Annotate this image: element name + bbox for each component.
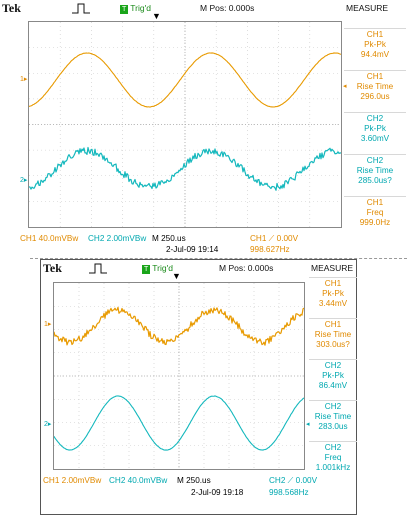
graticule-grid [54,283,304,469]
measurement-value: 86.4mV [318,381,348,390]
trigger-badge: T [142,265,151,274]
ch2-waveform [29,146,341,191]
measurement-ch: CH1 [366,198,384,207]
measurement-item[interactable]: CH1 Rise Time 296.0us [344,70,406,112]
measurement-panel: CH1 Pk-Pk 3.44mV CH1 Rise Time 303.0us? CH2 Pk-… [309,277,357,482]
ch1-scale: CH1 2.00mVBw [43,476,102,485]
measurement-ch: CH1 [366,30,384,39]
measurement-item[interactable]: CH2 Pk-Pk 3.60mV [344,112,406,154]
ch2-scale: CH2 40.0mVBw [109,476,168,485]
ch1-waveform [54,306,304,346]
divider [30,258,407,259]
run-state-icon [72,3,90,14]
measurement-item[interactable]: CH2 Freq 1.001kHz [309,441,357,482]
brand-logo: Tek [2,1,21,15]
measurement-label: Freq [366,208,384,217]
measurement-item[interactable]: CH2 Rise Time 283.0us [309,400,357,441]
ch2-ground-marker-icon: 2▸ [44,421,52,428]
trigger-setting: CH2 ⟋ 0.00V [269,476,318,485]
measurement-value: 3.60mV [360,134,390,143]
ch2-ground-marker-icon: 2▸ [20,177,28,184]
trigger-badge: T [120,5,129,14]
trigger-status: T Trig'd [120,3,151,14]
measurement-label: Freq [324,453,342,462]
measurement-label: Rise Time [314,330,352,339]
waveform-graticule [29,22,341,227]
trigger-status-text: Trig'd [152,263,173,273]
measurement-item[interactable]: CH2 Pk-Pk 86.4mV [309,359,357,400]
measurement-label: Pk-Pk [322,289,344,298]
measurement-ch: CH2 [324,361,342,370]
trigger-status: T Trig'd [142,263,173,274]
scope-status-bar: Tek T Trig'd M Pos: 0.000s [41,260,301,276]
measurement-ch: CH2 [366,156,384,165]
measurement-panel: CH1 Pk-Pk 94.4mV CH1 Rise Time 296.0us CH2 Pk-P… [344,28,406,236]
measurement-item[interactable]: CH1 Freq 999.0Hz [344,196,406,238]
measurement-item[interactable]: CH1 Pk-Pk 94.4mV [344,28,406,70]
ch1-scale: CH1 40.0mVBw [20,234,79,243]
measurement-label: Pk-Pk [364,40,386,49]
measurement-ch: CH2 [366,114,384,123]
oscilloscope-capture-2: Tek T Trig'd M Pos: 0.000s MEASURE ▼ 1▸ 2… [40,259,357,515]
measure-menu-title: MEASURE [346,3,389,13]
horizontal-position: M Pos: 0.000s [219,263,274,273]
measurement-value: 3.44mV [318,299,348,308]
trigger-position-marker-icon: ▼ [172,271,181,281]
ch1-waveform [29,52,341,108]
trigger-frequency: 998.627Hz [250,245,290,254]
measurement-value: 303.0us? [316,340,350,349]
graticule-grid [29,22,341,227]
measurement-ch: CH1 [324,320,342,329]
brand-logo: Tek [43,261,62,275]
ch1-ground-marker-icon: 1▸ [44,321,52,328]
measurement-label: Rise Time [356,166,394,175]
trigger-level-marker-icon: ◂ [343,83,347,90]
measurement-label: Pk-Pk [364,124,386,133]
measurement-value: 94.4mV [360,50,390,59]
measure-menu-title: MEASURE [311,263,354,273]
measurement-item[interactable]: CH1 Rise Time 303.0us? [309,318,357,359]
measurement-ch: CH1 [324,279,342,288]
waveform-display [28,21,342,228]
measurement-label: Rise Time [314,412,352,421]
trigger-setting: CH1 ⟋ 0.00V [250,234,299,243]
trigger-position-marker-icon: ▼ [152,11,161,21]
measurement-value: 296.0us [360,92,390,101]
waveform-graticule [54,283,304,469]
measurement-item[interactable]: CH2 Rise Time 285.0us? [344,154,406,196]
measurement-ch: CH2 [324,402,342,411]
waveform-display [53,282,305,470]
trigger-frequency: 998.568Hz [269,488,309,497]
measurement-ch: CH1 [366,72,384,81]
trigger-level-marker-icon: ◂ [306,421,310,428]
run-state-icon [89,263,107,274]
ch2-scale: CH2 2.00mVBw [88,234,147,243]
measurement-value: 1.001kHz [315,463,351,472]
capture-datetime: 2-Jul-09 19:18 [191,488,244,497]
measurement-value: 283.0us [318,422,348,431]
timebase: M 250.us [177,476,211,485]
horizontal-position: M Pos: 0.000s [200,3,255,13]
measurement-value: 285.0us? [358,176,392,185]
measurement-label: Pk-Pk [322,371,344,380]
measurement-value: 999.0Hz [359,218,391,227]
measurement-label: Rise Time [356,82,394,91]
timebase: M 250.us [152,234,186,243]
measurement-ch: CH2 [324,443,342,452]
ch1-ground-marker-icon: 1▸ [20,76,28,83]
measurement-item[interactable]: CH1 Pk-Pk 3.44mV [309,277,357,318]
trigger-status-text: Trig'd [130,3,151,13]
scope-status-bar: Tek T Trig'd M Pos: 0.000s [0,0,340,16]
oscilloscope-capture-1: Tek T Trig'd M Pos: 0.000s MEASURE ▼ 1▸ 2… [0,0,406,254]
capture-datetime: 2-Jul-09 19:14 [166,245,219,254]
ch2-waveform [54,395,304,451]
